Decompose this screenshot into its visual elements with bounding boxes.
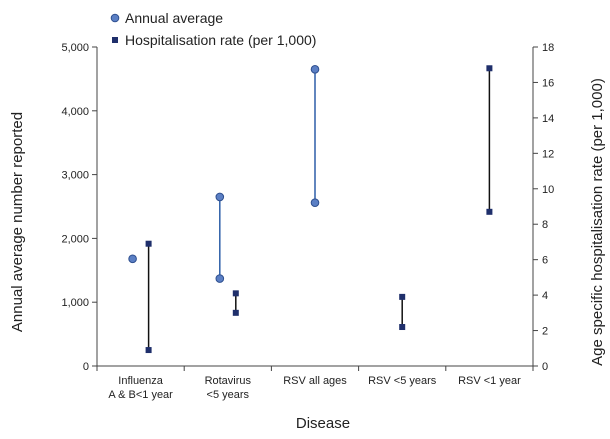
right-tick-label: 2 [542,326,548,338]
left-tick-label: 2,000 [61,233,89,245]
legend-label: Annual average [125,10,223,26]
right-y-axis-title: Age specific hospitalisation rate (per 1… [589,78,606,366]
right-tick-label: 8 [542,219,548,231]
right-tick-label: 14 [542,113,554,125]
left-y-axis-title: Annual average number reported [9,112,26,332]
hospitalisation-rate-point [399,293,406,300]
hospitalisation-rate-point [486,208,493,215]
hospitalisation-rate-point [399,324,406,331]
right-tick-label: 12 [542,148,554,160]
left-tick-label: 4,000 [61,106,89,118]
x-tick-label: RSV all ages [283,375,347,387]
right-tick-label: 4 [542,290,548,302]
data-marks [128,65,493,354]
annual-average-point [215,192,225,202]
legend-label: Hospitalisation rate (per 1,000) [125,32,316,48]
x-tick-label: RSV <1 year [458,375,521,387]
left-tick-label: 1,000 [61,297,89,309]
x-tick-label: Rotavirus <5 years [205,375,252,401]
right-tick-label: 18 [542,42,554,54]
left-tick-label: 0 [83,361,89,373]
left-tick-label: 5,000 [61,42,89,54]
annual-average-point [215,274,225,283]
axes-layer [96,47,534,367]
hospitalisation-rate-point [486,65,493,72]
x-tick-label: Influenza A & B<1 year [108,375,173,401]
annual-average-point [310,65,320,74]
hospitalisation-rate-point [232,309,239,316]
hospitalisation-rate-point [232,290,239,297]
right-y-axis-ticks: 0 2 4 6 8 10 12 14 16 18 [533,42,554,373]
annual-average-point [128,254,137,264]
left-y-axis-ticks: 0 1,000 2,000 3,000 4,000 5,000 [61,42,97,373]
legend-circle-icon [110,13,120,23]
x-axis-ticks: Influenza A & B<1 year Rotavirus <5 years RS… [96,366,534,401]
left-tick-label: 3,000 [61,170,89,182]
hospitalisation-rate-point [145,240,152,247]
right-tick-label: 0 [542,361,548,373]
annual-average-point [310,198,320,207]
right-tick-label: 6 [542,255,548,267]
right-tick-label: 10 [542,184,554,196]
legend-square-icon [112,37,118,43]
hospitalisation-rate-point [145,347,152,354]
x-tick-label: RSV <5 years [368,375,437,387]
legend: Annual average Hospitalisation rate (per … [110,10,316,48]
x-axis-title: Disease [296,415,350,432]
right-tick-label: 16 [542,77,554,89]
